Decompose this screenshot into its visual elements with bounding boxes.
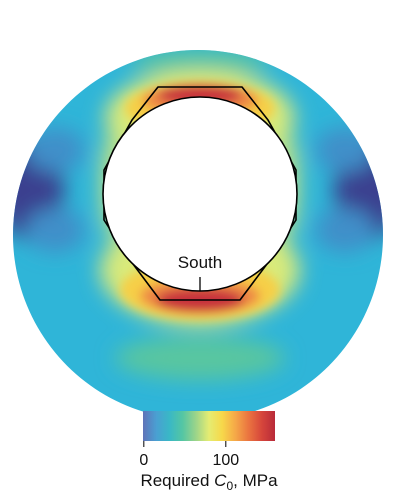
colorbar-tick-label: 0: [139, 452, 148, 469]
south-label: South: [178, 253, 222, 272]
colorbar-title-suffix: , MPa: [233, 471, 278, 490]
failure-zone-outline: [103, 86, 297, 301]
colorbar-title-symbol: C: [214, 471, 227, 490]
colorbar-title-prefix: Required: [140, 471, 214, 490]
colorbar-title: Required C0, MPa: [140, 471, 278, 493]
colorbar: 0 100 Required C0, MPa: [139, 411, 278, 493]
colorbar-gradient: [143, 411, 275, 441]
colorbar-title-subscript: 0: [226, 479, 233, 493]
colorbar-tick-label: 100: [212, 452, 239, 469]
colorbar-ticks: 0 100: [139, 441, 239, 469]
